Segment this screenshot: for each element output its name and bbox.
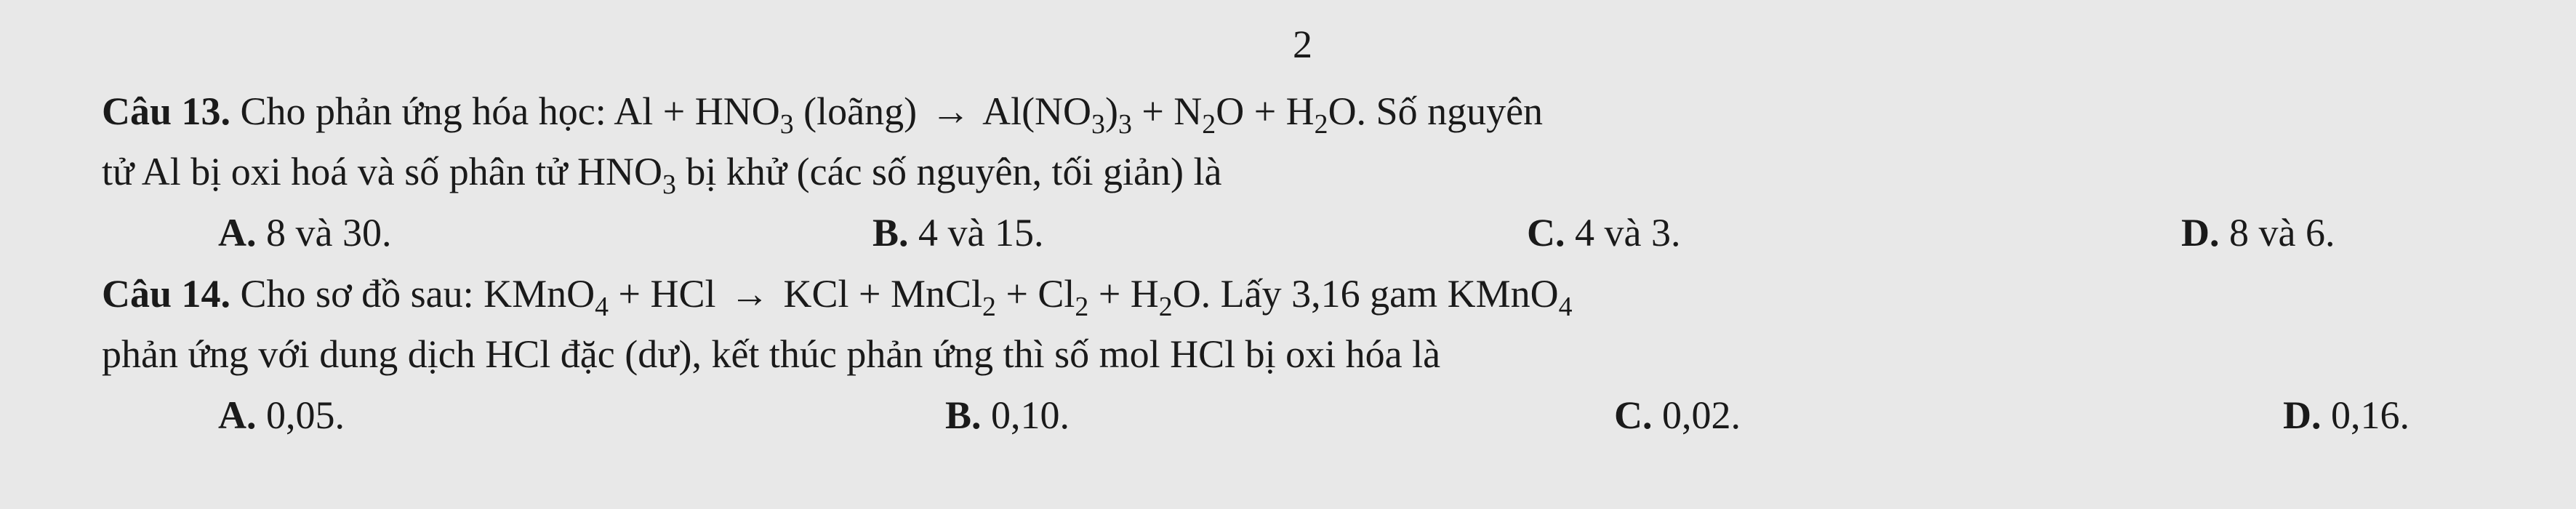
q14-line2: phản ứng với dung dịch HCl đặc (dư), kết… [102, 324, 2503, 385]
q14-l2: phản ứng với dung dịch HCl đặc (dư), kết… [102, 332, 1440, 376]
q14-option-a: A. 0,05. [102, 385, 945, 446]
q13-l1-b: (loãng) [794, 89, 927, 133]
q13-optA-label: A. [218, 211, 257, 254]
q13-sub3: 3 [1118, 108, 1132, 139]
q14-optC-text: 0,02. [1653, 393, 1741, 437]
q14-option-c: C. 0,02. [1614, 385, 2283, 446]
q13-label: Câu 13. [102, 89, 230, 133]
q13-l1-g: O. Số nguyên [1328, 89, 1544, 133]
q14-l1-b: + HCl [609, 272, 726, 316]
q14-s5: 4 [1559, 292, 1573, 322]
q14-s3: 2 [1075, 292, 1088, 322]
page-number: 2 [102, 15, 2503, 76]
q14-optB-label: B. [945, 393, 982, 437]
q14-option-d: D. 0,16. [2283, 385, 2503, 446]
q14-optA-text: 0,05. [257, 393, 345, 437]
exam-page: 2 Câu 13. Cho phản ứng hóa học: Al + HNO… [0, 0, 2576, 461]
q13-l2-b: bị khử (các số nguyên, tối giản) là [676, 150, 1222, 193]
q13-line2: tử Al bị oxi hoá và số phân tử HNO3 bị k… [102, 142, 2503, 203]
q14-line1: Câu 14. Cho sơ đồ sau: KMnO4 + HCl → KCl… [102, 264, 2503, 325]
q14-s4: 2 [1159, 292, 1173, 322]
q13-sub2: 3 [1091, 108, 1105, 139]
q14-s2: 2 [982, 292, 996, 322]
q13-line1: Câu 13. Cho phản ứng hóa học: Al + HNO3 … [102, 81, 2503, 143]
q14-label: Câu 14. [102, 272, 230, 316]
q13-option-a: A. 8 và 30. [102, 203, 872, 264]
q14-s1: 4 [595, 292, 609, 322]
q13-optA-text: 8 và 30. [257, 211, 392, 254]
q14-optD-text: 0,16. [2322, 393, 2410, 437]
q14-optB-text: 0,10. [982, 393, 1070, 437]
q13-l1-d: ) [1105, 89, 1118, 133]
arrow-icon: → [927, 81, 975, 143]
q13-l1-e: + N [1132, 89, 1202, 133]
q13-optB-label: B. [872, 211, 909, 254]
q13-optC-label: C. [1527, 211, 1565, 254]
q13-optD-label: D. [2181, 211, 2220, 254]
q13-options: A. 8 và 30. B. 4 và 15. C. 4 và 3. D. 8 … [102, 203, 2503, 264]
q13-l1-c: Al(NO [975, 89, 1092, 133]
q14-optD-label: D. [2283, 393, 2322, 437]
q14-optA-label: A. [218, 393, 257, 437]
q13-optC-text: 4 và 3. [1565, 211, 1681, 254]
arrow-icon: → [726, 264, 774, 325]
q13-l2-sub: 3 [662, 169, 676, 200]
q14-l1-e: + H [1088, 272, 1158, 316]
q13-sub5: 2 [1315, 108, 1328, 139]
q13-optB-text: 4 và 15. [909, 211, 1044, 254]
q14-l1-a: Cho sơ đồ sau: KMnO [230, 272, 595, 316]
q14-l1-c: KCl + MnCl [774, 272, 982, 316]
q13-l1-f: O + H [1216, 89, 1314, 133]
q13-option-c: C. 4 và 3. [1527, 203, 2181, 264]
q13-option-d: D. 8 và 6. [2181, 203, 2503, 264]
q14-optC-label: C. [1614, 393, 1653, 437]
q13-optD-text: 8 và 6. [2220, 211, 2335, 254]
q14-option-b: B. 0,10. [945, 385, 1614, 446]
q13-option-b: B. 4 và 15. [872, 203, 1527, 264]
q14-options: A. 0,05. B. 0,10. C. 0,02. D. 0,16. [102, 385, 2503, 446]
q13-sub4: 2 [1202, 108, 1216, 139]
q14-l1-d: + Cl [996, 272, 1075, 316]
q13-l2-a: tử Al bị oxi hoá và số phân tử HNO [102, 150, 662, 193]
q13-sub1: 3 [780, 108, 794, 139]
q14-l1-f: O. Lấy 3,16 gam KMnO [1173, 272, 1559, 316]
q13-l1-a: Cho phản ứng hóa học: Al + HNO [230, 89, 780, 133]
